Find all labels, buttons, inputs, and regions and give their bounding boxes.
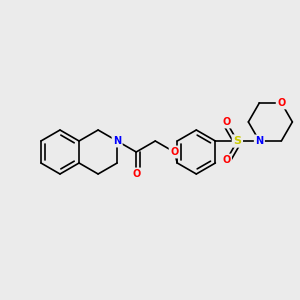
Text: N: N — [255, 136, 263, 146]
Text: O: O — [170, 147, 178, 157]
Text: O: O — [132, 169, 140, 179]
Text: O: O — [222, 155, 230, 165]
Text: S: S — [233, 136, 242, 146]
Text: O: O — [277, 98, 286, 108]
Text: O: O — [222, 117, 230, 127]
Text: N: N — [113, 136, 121, 146]
